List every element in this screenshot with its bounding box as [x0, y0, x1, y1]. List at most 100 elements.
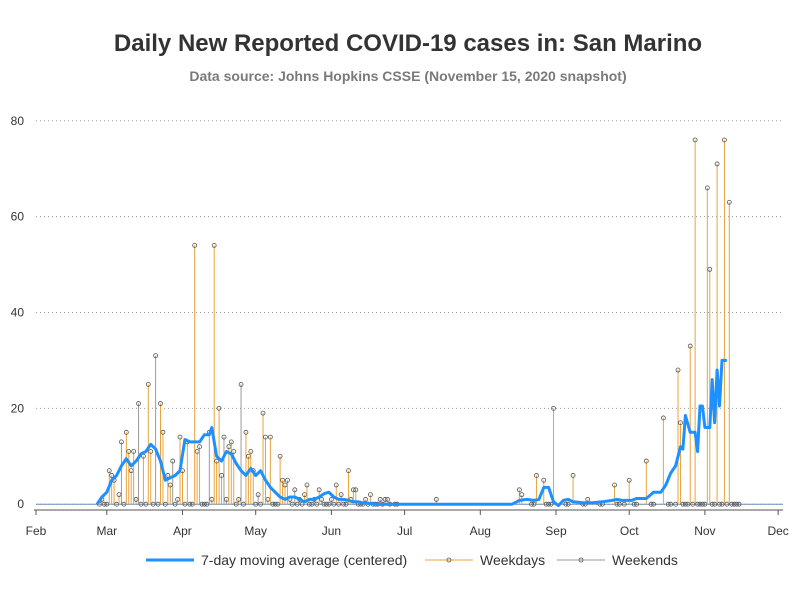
- weekday-point: [368, 492, 373, 498]
- weekday-point: [543, 501, 549, 507]
- legend: 7-day moving average (centered) Weekdays W…: [146, 552, 678, 568]
- weekday-point: [643, 458, 649, 464]
- weekday-point: [236, 497, 242, 502]
- weekdays-series: [97, 137, 737, 507]
- weekday-point: [680, 501, 686, 507]
- weekday-point: [228, 439, 234, 445]
- chart-title: Daily New Reported COVID-19 cases in: Sa…: [113, 30, 703, 57]
- y-tick-label: 20: [11, 401, 25, 415]
- weekday-point: [116, 492, 122, 498]
- weekday-point: [106, 468, 112, 474]
- weekday-point: [123, 429, 129, 435]
- weekend-point: [631, 501, 637, 507]
- weekday-point: [148, 449, 154, 454]
- y-tick-label: 60: [11, 210, 25, 224]
- weekend-point: [238, 381, 244, 387]
- weekday-point: [660, 415, 666, 421]
- weekends-series: [101, 353, 742, 507]
- x-tick-label: May: [244, 524, 267, 538]
- weekday-point: [729, 501, 735, 507]
- weekday-point: [333, 482, 339, 488]
- weekday-point: [253, 501, 259, 507]
- axes: 0 20 40 60 80 Feb Mar Apr May Jun Jul Aug Sep Oct Nov D…: [11, 114, 789, 538]
- weekday-point: [131, 449, 137, 454]
- x-tick-label: Jul: [397, 524, 412, 538]
- weekday-point: [199, 501, 205, 507]
- weekday-point: [541, 477, 547, 483]
- weekday-point: [570, 473, 576, 478]
- weekday-point: [321, 501, 327, 507]
- weekday-point: [167, 482, 173, 488]
- weekend-point: [170, 458, 176, 464]
- weekday-point: [316, 487, 322, 493]
- weekday-point: [731, 501, 737, 507]
- weekday-point: [687, 343, 693, 349]
- weekday-point: [714, 161, 720, 167]
- weekday-point: [267, 434, 273, 440]
- weekday-point: [243, 429, 249, 435]
- weekday-point: [280, 477, 285, 483]
- x-tick-label: Jun: [322, 524, 341, 538]
- x-tick-label: Apr: [173, 524, 192, 538]
- weekend-point: [221, 434, 227, 440]
- weekday-point: [158, 401, 163, 406]
- weekday-point: [197, 444, 202, 450]
- chart-subtitle: Data source: Johns Hopkins CSSE (Novembe…: [189, 68, 627, 84]
- weekend-point: [734, 501, 740, 507]
- x-tick-label: Mar: [96, 524, 117, 538]
- legend-marker-weekdays: [446, 557, 452, 563]
- weekend-point: [324, 501, 329, 507]
- x-tick-label: Aug: [470, 524, 491, 538]
- weekday-point: [695, 501, 700, 507]
- weekend-point: [668, 501, 674, 507]
- weekday-point: [219, 473, 224, 478]
- weekday-point: [192, 243, 198, 248]
- weekend-point: [136, 401, 141, 406]
- weekday-point: [707, 266, 713, 272]
- x-tick-label: Sep: [545, 524, 567, 538]
- weekday-point: [709, 501, 715, 507]
- weekday-point: [519, 492, 525, 498]
- weekend-point: [529, 501, 534, 507]
- weekday-point: [346, 468, 351, 474]
- weekday-point: [328, 497, 334, 502]
- moving-average-line: [95, 358, 727, 508]
- weekend-point: [563, 501, 569, 507]
- weekday-point: [304, 482, 310, 488]
- weekend-point: [292, 487, 298, 493]
- weekday-point: [160, 429, 166, 435]
- weekend-point: [153, 353, 159, 359]
- legend-label-weekdays: Weekdays: [480, 552, 545, 568]
- weekend-point: [546, 501, 552, 507]
- weekday-point: [697, 501, 703, 507]
- weekday-point: [260, 410, 266, 416]
- weekend-point: [665, 501, 671, 507]
- weekend-point: [377, 497, 383, 502]
- weekday-point: [177, 434, 183, 440]
- weekday-point: [216, 405, 222, 411]
- weekday-point: [534, 473, 539, 478]
- weekday-point: [211, 243, 217, 248]
- weekend-point: [648, 501, 654, 507]
- weekday-point: [109, 473, 115, 478]
- weekday-point: [277, 453, 283, 459]
- weekday-point: [285, 477, 290, 483]
- weekday-point: [319, 497, 325, 502]
- weekday-point: [353, 487, 359, 493]
- x-tick-label: Oct: [620, 524, 639, 538]
- weekday-point: [675, 367, 681, 373]
- weekend-point: [119, 439, 124, 445]
- weekday-point: [704, 185, 710, 191]
- weekday-point: [678, 420, 683, 426]
- weekday-point: [626, 477, 632, 483]
- weekday-point: [263, 434, 268, 440]
- weekday-point: [621, 501, 627, 507]
- weekday-point: [722, 137, 727, 143]
- weekend-point: [634, 501, 639, 507]
- weekend-point: [651, 501, 657, 507]
- y-tick-label: 0: [17, 497, 24, 511]
- x-tick-label: Feb: [26, 524, 47, 538]
- weekend-point: [272, 501, 278, 507]
- moving-average-series: [95, 358, 727, 508]
